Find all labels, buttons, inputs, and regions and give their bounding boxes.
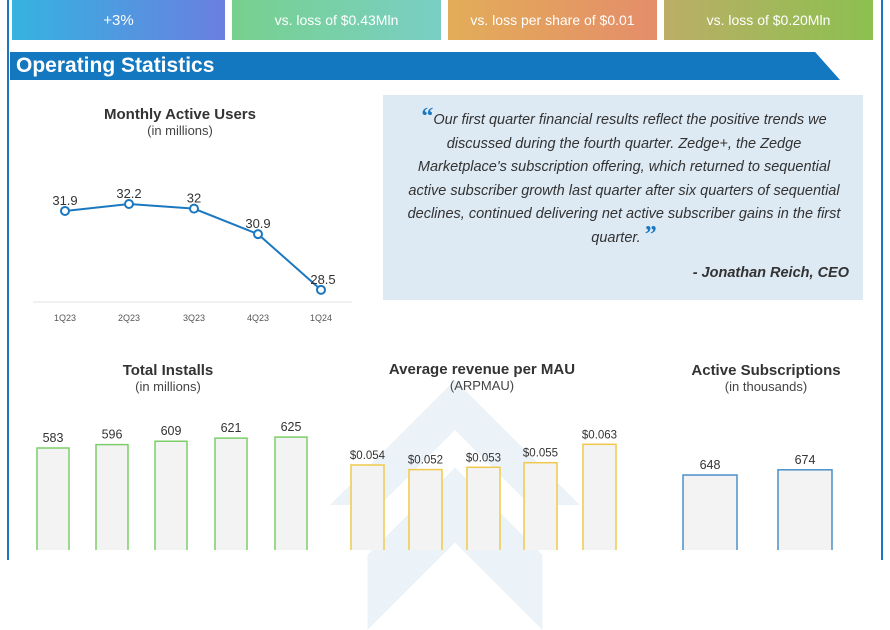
mau-x-tick-label: 4Q23 bbox=[247, 313, 269, 323]
mau-value-label: 32.2 bbox=[116, 186, 141, 201]
installs-value-label: 596 bbox=[102, 428, 123, 442]
mau-value-label: 28.5 bbox=[310, 272, 335, 287]
arpmau-value-label: $0.055 bbox=[523, 448, 558, 460]
installs-bar bbox=[215, 438, 247, 550]
mau-point bbox=[61, 207, 69, 215]
subs-bar bbox=[778, 470, 832, 550]
charts-canvas: 31.9 1Q23 32.2 2Q23 32 3Q23 30.9 4Q23 28.5 1Q24 58… bbox=[0, 0, 890, 550]
arpmau-bar bbox=[351, 465, 384, 550]
installs-bar bbox=[37, 448, 69, 550]
arpmau-value-label: $0.063 bbox=[582, 429, 617, 441]
subs-value-label: 674 bbox=[795, 453, 816, 467]
subs-bar bbox=[683, 475, 737, 550]
arpmau-bar bbox=[583, 444, 616, 550]
installs-value-label: 583 bbox=[43, 431, 64, 445]
arpmau-value-label: $0.052 bbox=[408, 455, 443, 467]
mau-x-tick-label: 3Q23 bbox=[183, 313, 205, 323]
mau-x-tick-label: 1Q23 bbox=[54, 313, 76, 323]
arpmau-bar bbox=[409, 470, 442, 550]
mau-value-label: 31.9 bbox=[52, 193, 77, 208]
arpmau-value-label: $0.053 bbox=[466, 452, 501, 464]
mau-x-tick-label: 2Q23 bbox=[118, 313, 140, 323]
arpmau-bar bbox=[524, 463, 557, 550]
installs-value-label: 621 bbox=[221, 421, 242, 435]
mau-x-tick-label: 1Q24 bbox=[310, 313, 332, 323]
installs-bar bbox=[155, 441, 187, 550]
mau-point bbox=[190, 205, 198, 213]
mau-point bbox=[254, 230, 262, 238]
installs-bar bbox=[275, 437, 307, 550]
mau-point bbox=[125, 200, 133, 208]
mau-value-label: 32 bbox=[187, 191, 201, 206]
mau-value-label: 30.9 bbox=[245, 216, 270, 231]
installs-value-label: 609 bbox=[161, 424, 182, 438]
arpmau-value-label: $0.054 bbox=[350, 450, 386, 462]
mau-series-line bbox=[65, 204, 321, 290]
installs-value-label: 625 bbox=[281, 420, 302, 434]
mau-point bbox=[317, 286, 325, 294]
subs-value-label: 648 bbox=[700, 458, 721, 472]
installs-bar bbox=[96, 445, 128, 550]
arpmau-bar bbox=[467, 467, 500, 550]
